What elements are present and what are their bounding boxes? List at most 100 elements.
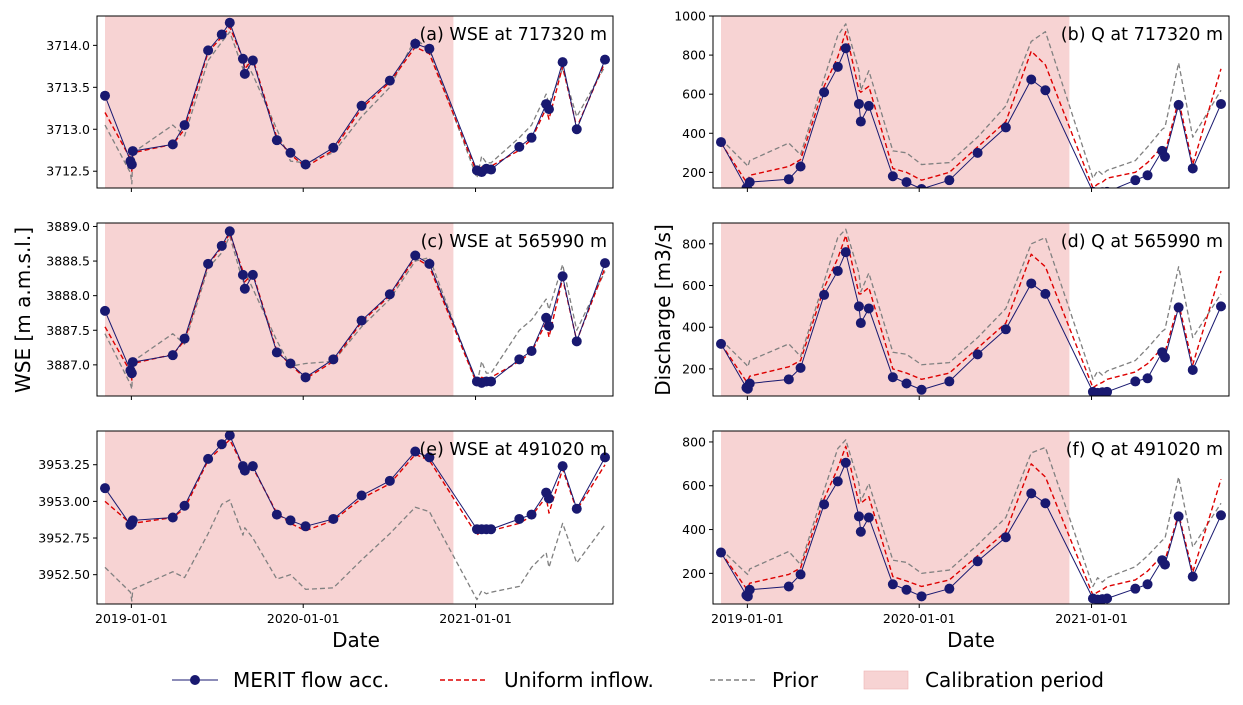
- panel-b: 200 400 600 800 1000 (b) Q at 717320 m: [674, 9, 1230, 192]
- panel-e-point-18: [410, 446, 421, 457]
- panel-b-point-12: [887, 171, 898, 182]
- panel-b-plot-area: [716, 23, 1226, 188]
- panel-b-point-9: [853, 98, 864, 109]
- legend-label-calibration: Calibration period: [925, 668, 1104, 692]
- panel-c-point-14: [300, 372, 311, 383]
- panel-a-point-12: [271, 135, 282, 146]
- panel-f-point-5: [795, 569, 806, 580]
- panel-f-series-prior: [720, 439, 1222, 588]
- panel-c-ytick-label-2: 3888.0: [46, 288, 90, 303]
- panel-e-ytick-label-1: 3952.75: [38, 531, 90, 546]
- panel-c-point-15: [328, 354, 339, 365]
- legend-marker-merit: [190, 675, 200, 685]
- panel-b-point-18: [1026, 74, 1037, 85]
- panel-a-calibration-band: [105, 16, 454, 188]
- panel-f-point-23: [1102, 593, 1113, 604]
- panel-a-point-30: [599, 54, 610, 65]
- panel-f-point-24: [1130, 583, 1141, 594]
- panel-f-point-25: [1142, 579, 1153, 590]
- panel-d-frame: [712, 222, 1230, 397]
- panel-e-xtick-label-2: 2021-01-01: [439, 611, 512, 626]
- panel-f-point-18: [1026, 488, 1037, 499]
- panel-e-point-23: [486, 524, 497, 535]
- panel-f-point-27: [1159, 559, 1170, 570]
- panel-c-point-28: [557, 271, 568, 282]
- panel-f-ytick-label-0: 200: [682, 566, 706, 581]
- panel-e-point-13: [285, 515, 296, 526]
- panel-c-point-19: [424, 258, 435, 269]
- panel-e-point-25: [526, 509, 537, 520]
- panel-d-point-5: [795, 362, 806, 373]
- panel-f-point-8: [840, 457, 851, 468]
- panel-e-point-14: [300, 521, 311, 532]
- panel-c-point-9: [237, 269, 248, 280]
- panel-f-point-10: [855, 526, 866, 537]
- panel-a-point-16: [356, 100, 367, 111]
- panel-c-point-27: [543, 321, 554, 332]
- panel-e-plot-area: [100, 431, 610, 602]
- panel-d-point-13: [901, 378, 912, 389]
- panel-f: 200 400 600 800 2019-01-01 2020-01-01 2021-01-…: [682, 430, 1230, 626]
- panel-f-point-6: [819, 499, 830, 510]
- panel-e-title: (e) WSE at 491020 m: [419, 440, 607, 460]
- panel-a-point-25: [526, 132, 537, 143]
- panel-f-point-29: [1187, 571, 1198, 582]
- panel-c-plot-area: [100, 226, 610, 390]
- panel-e-point-16: [356, 490, 367, 501]
- panel-e-point-12: [271, 509, 282, 520]
- panel-c-point-3: [127, 357, 138, 368]
- panel-a-point-6: [203, 45, 214, 56]
- panel-d-plot-area: [716, 228, 1226, 396]
- panel-a-point-0: [100, 90, 111, 101]
- panel-d-series-uniform: [720, 234, 1222, 389]
- panel-c-frame: [96, 222, 614, 397]
- panel-c-point-8: [224, 226, 235, 237]
- panel-c-point-29: [571, 336, 582, 347]
- panel-b-point-3: [744, 177, 755, 188]
- panel-a-point-23: [486, 164, 497, 175]
- panel-d-point-29: [1187, 364, 1198, 375]
- panel-b-point-14: [916, 183, 927, 188]
- panel-a-ytick-label-0: 3712.5: [46, 164, 90, 179]
- panel-e-point-17: [384, 475, 395, 486]
- panel-f-point-12: [887, 579, 898, 590]
- panel-b-ytick-label-3: 800: [682, 48, 706, 63]
- panel-c-title: (c) WSE at 565990 m: [421, 232, 607, 252]
- panel-e-point-0: [100, 483, 111, 494]
- panel-f-point-0: [716, 547, 727, 558]
- panel-f-ytick-label-2: 600: [682, 478, 706, 493]
- panel-e-point-27: [543, 493, 554, 504]
- panel-a-point-28: [557, 57, 568, 68]
- panel-d-ytick-label-0: 200: [682, 361, 706, 376]
- panel-f-point-3: [744, 584, 755, 595]
- panel-d-point-7: [832, 265, 843, 276]
- panel-e-point-7: [216, 439, 227, 450]
- legend-patch-calibration: [863, 670, 909, 690]
- panel-c-ytick-label-0: 3887.0: [46, 357, 90, 372]
- panel-a-point-15: [328, 142, 339, 153]
- legend-label-prior: Prior: [772, 668, 819, 692]
- panel-a-series-prior: [104, 31, 606, 185]
- left-xlabel: Date: [332, 628, 380, 652]
- panel-f-point-17: [1000, 532, 1011, 543]
- panel-a-plot-area: [100, 17, 610, 185]
- panel-b-point-30: [1215, 98, 1226, 109]
- panel-b-point-7: [832, 61, 843, 72]
- panel-f-point-14: [916, 591, 927, 602]
- panel-b-frame: [712, 15, 1230, 189]
- panel-e-point-28: [557, 461, 568, 472]
- panel-a: 3712.5 3713.0 3713.5 3714.0 (a) WSE at 71732…: [46, 15, 614, 192]
- panel-d: 200 400 600 800 (d) Q at 565990 m: [682, 222, 1230, 400]
- panel-c-point-12: [271, 347, 282, 358]
- panel-e-xtick-label-0: 2019-01-01: [95, 611, 168, 626]
- panel-a-point-13: [285, 147, 296, 158]
- panel-f-point-28: [1173, 511, 1184, 522]
- panel-e: 3952.50 3952.75 3953.00 3953.25 2019-01-01 20…: [38, 430, 614, 626]
- panel-e-point-24: [514, 513, 525, 524]
- panel-c-point-24: [514, 354, 525, 365]
- panel-b-ytick-label-4: 1000: [674, 9, 706, 24]
- panel-b-title: (b) Q at 717320 m: [1061, 25, 1223, 45]
- panel-b-point-19: [1040, 85, 1051, 96]
- panel-a-point-2: [126, 159, 137, 170]
